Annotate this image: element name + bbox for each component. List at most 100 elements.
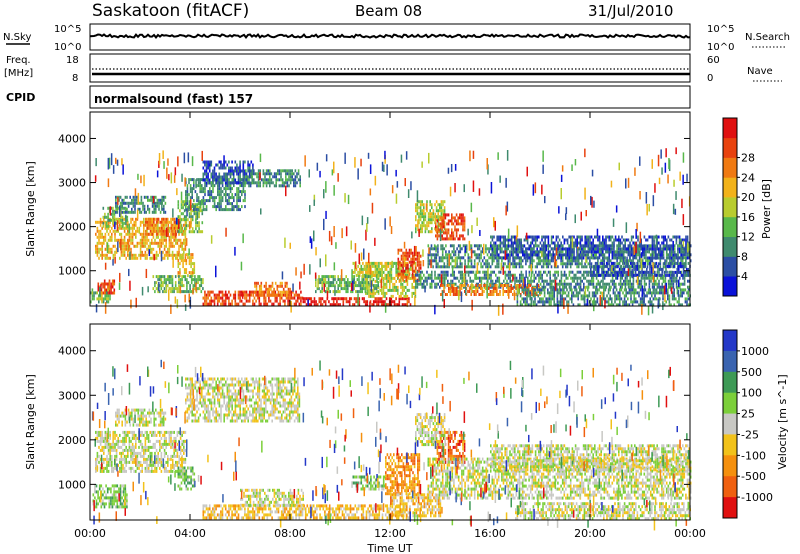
freq-tick-top: 18 <box>66 55 79 66</box>
x-tick-label: 08:00 <box>274 527 306 540</box>
cpid-text: normalsound (fast) 157 <box>94 92 253 106</box>
freq-label-1: Freq. <box>6 55 31 66</box>
velocity-speckles <box>91 359 690 531</box>
beam-title: Beam 08 <box>355 2 422 20</box>
power-heatmap <box>90 147 692 316</box>
nave-label: Nave <box>747 66 773 77</box>
power-colorbar-segment <box>723 137 737 158</box>
power-ytick-label: 1000 <box>58 265 86 278</box>
nsky-panel-frame <box>89 23 691 51</box>
power-region <box>435 213 466 241</box>
nsky-trace <box>89 33 691 40</box>
nsearch-tick-bottom: 10^0 <box>707 42 734 53</box>
power-colorbar-segment <box>723 118 737 139</box>
power-region <box>115 195 167 214</box>
power-colorbar-tick-label: 16 <box>741 211 755 224</box>
velocity-colorbar-segment <box>723 476 737 498</box>
velocity-colorbar-segment <box>723 392 737 414</box>
velocity-colorbar-segment <box>723 413 737 435</box>
velocity-colorbar-segment <box>723 434 737 456</box>
velocity-colorbar-tick-label: -100 <box>741 449 766 462</box>
velocity-region <box>115 408 167 427</box>
velocity-heatmap <box>91 359 692 531</box>
power-colorbar-tick-label: 4 <box>741 270 748 283</box>
nsky-label: N.Sky <box>3 32 31 43</box>
velocity-ylabel: Slant Range [km] <box>24 374 37 470</box>
cpid-label: CPID <box>6 91 35 104</box>
velocity-colorbar-segment <box>723 371 737 393</box>
x-axis-label: Time UT <box>366 542 412 554</box>
freq-label-2: [MHz] <box>4 68 33 79</box>
power-ytick-label: 2000 <box>58 221 86 234</box>
velocity-ytick-label: 2000 <box>58 434 86 447</box>
nsearch-label: N.Search <box>745 32 790 43</box>
velocity-colorbar-tick-label: 100 <box>741 387 762 400</box>
velocity-colorbar-tick-label: -25 <box>741 428 759 441</box>
power-colorbar-segment <box>723 236 737 257</box>
power-colorbar-label: Power [dB] <box>760 179 773 239</box>
cpid-panel-frame <box>89 85 691 109</box>
x-tick-label: 20:00 <box>574 527 606 540</box>
velocity-region <box>202 504 411 520</box>
power-colorbar-segment <box>723 197 737 218</box>
power-colorbar-segment <box>723 276 737 297</box>
power-colorbar-tick-label: 20 <box>741 191 755 204</box>
velocity-region <box>92 484 128 509</box>
velocity-colorbar-tick-label: 500 <box>741 366 762 379</box>
x-tick-label: 16:00 <box>474 527 506 540</box>
velocity-ytick-label: 4000 <box>58 345 86 358</box>
power-colorbar-segment <box>723 256 737 277</box>
velocity-region <box>515 502 691 521</box>
date-title: 31/Jul/2010 <box>588 2 673 20</box>
velocity-colorbar-tick-label: 1000 <box>741 345 769 358</box>
velocity-region <box>240 488 304 507</box>
nsearch-tick-top: 10^5 <box>707 24 734 35</box>
freq-panel-frame <box>89 53 691 83</box>
power-colorbar-segment <box>723 216 737 237</box>
velocity-ytick-label: 3000 <box>58 389 86 402</box>
power-colorbar-tick-label: 8 <box>741 250 748 263</box>
power-region <box>252 281 291 297</box>
velocity-region <box>385 453 421 496</box>
power-region <box>490 235 690 260</box>
power-ylabel: Slant Range [km] <box>24 161 37 257</box>
velocity-colorbar-tick-label: -1000 <box>741 491 773 504</box>
nave-tick-bottom: 0 <box>707 73 713 84</box>
velocity-colorbar-segment <box>723 455 737 477</box>
velocity-colorbar-label: Velocity [m s^-1] <box>776 374 789 469</box>
nsky-tick-bottom: 10^0 <box>54 42 81 53</box>
velocity-colorbar-tick-label: -500 <box>741 470 766 483</box>
velocity-ytick-label: 1000 <box>58 478 86 491</box>
x-tick-label: 00:00 <box>674 527 706 540</box>
velocity-colorbar-segment <box>723 497 737 519</box>
x-tick-label: 04:00 <box>174 527 206 540</box>
x-tick-label: 12:00 <box>374 527 406 540</box>
power-colorbar-frame <box>722 117 738 297</box>
x-tick-label: 00:00 <box>74 527 106 540</box>
freq-tick-bottom: 8 <box>72 73 78 84</box>
power-region <box>315 275 379 294</box>
power-colorbar-tick-label: 12 <box>741 231 755 244</box>
power-region <box>177 253 196 278</box>
power-region <box>245 169 301 188</box>
velocity-colorbar-segment <box>723 350 737 373</box>
nsky-tick-top: 10^5 <box>54 24 81 35</box>
velocity-colorbar-frame <box>722 329 738 519</box>
power-region <box>302 297 412 307</box>
velocity-region <box>185 377 301 423</box>
velocity-colorbar-segment <box>723 330 737 352</box>
power-colorbar-segment <box>723 157 737 178</box>
velocity-colorbar-tick-label: 25 <box>741 408 755 421</box>
velocity-region <box>177 466 196 491</box>
power-ytick-label: 3000 <box>58 177 86 190</box>
power-region <box>95 217 187 260</box>
velocity-region <box>390 493 442 518</box>
nave-tick-top: 60 <box>707 55 720 66</box>
power-colorbar-tick-label: 24 <box>741 171 755 184</box>
power-colorbar-tick-label: 28 <box>741 152 755 165</box>
station-title: Saskatoon (fitACF) <box>92 1 249 21</box>
power-region <box>185 178 246 212</box>
power-colorbar-segment <box>723 177 737 198</box>
power-region <box>152 275 204 294</box>
